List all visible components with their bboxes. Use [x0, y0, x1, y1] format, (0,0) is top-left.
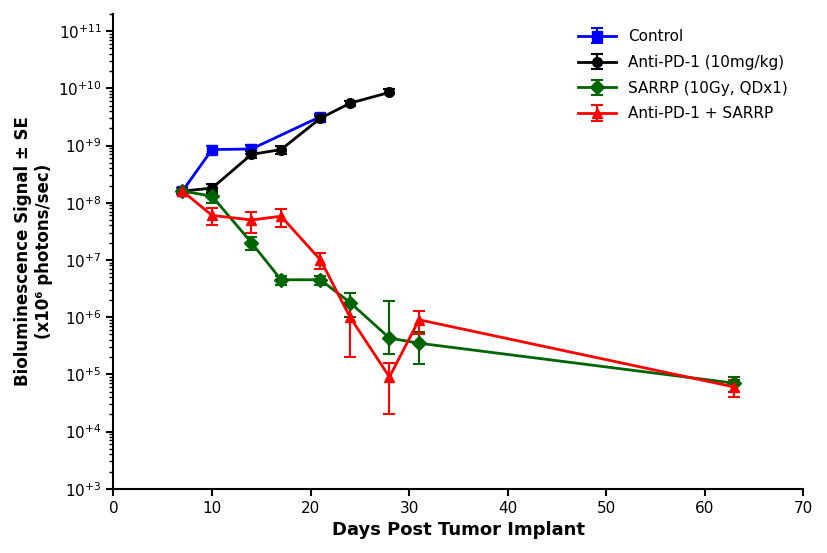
X-axis label: Days Post Tumor Implant: Days Post Tumor Implant [332, 521, 585, 539]
Legend: Control, Anti-PD-1 (10mg/kg), SARRP (10Gy, QDx1), Anti-PD-1 + SARRP: Control, Anti-PD-1 (10mg/kg), SARRP (10G… [571, 22, 796, 129]
Y-axis label: Bioluminescence Signal ± SE
(x10⁶ photons/sec): Bioluminescence Signal ± SE (x10⁶ photon… [14, 116, 53, 386]
